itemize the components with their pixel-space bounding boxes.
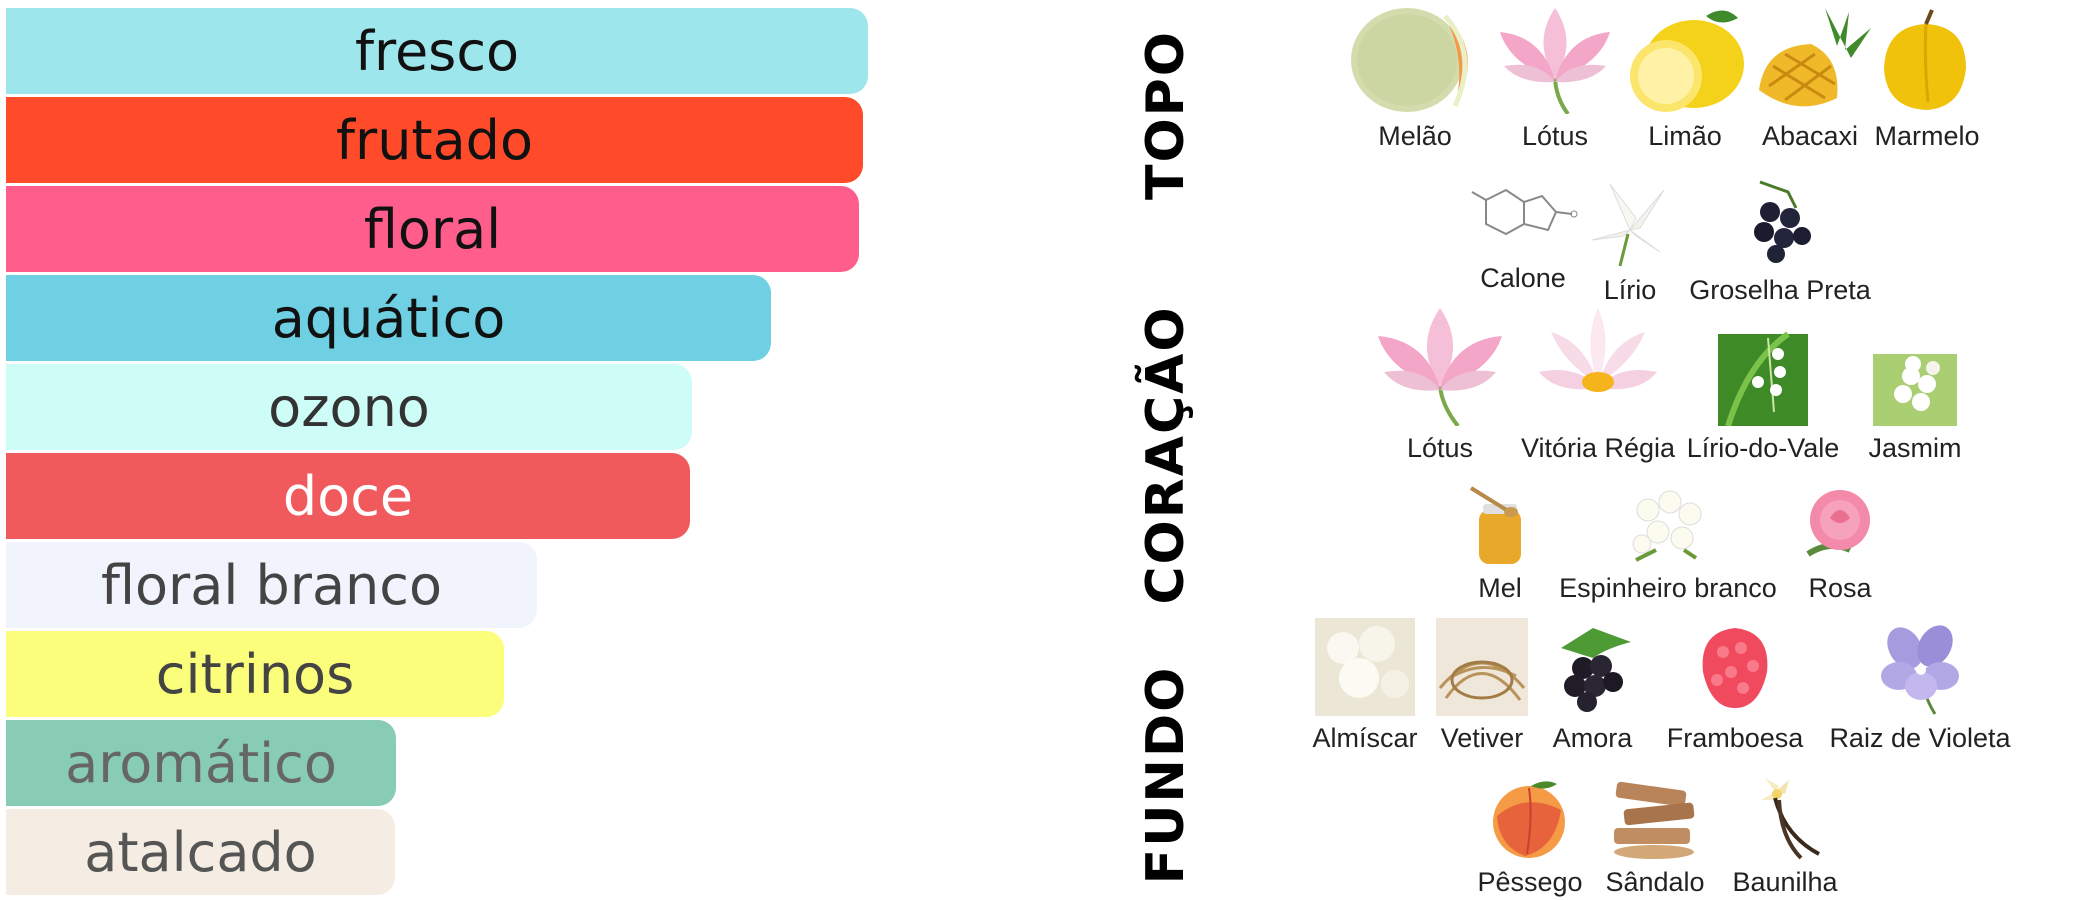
accord-bar: floral branco: [6, 542, 537, 628]
accord-label: doce: [282, 464, 414, 528]
accord-bar: fresco: [6, 8, 868, 94]
note-framboesa: Framboesa: [1650, 618, 1820, 754]
note-label: Framboesa: [1666, 723, 1804, 753]
note-limao: Limão: [1620, 2, 1750, 152]
accord-bar: aquático: [6, 275, 771, 361]
note-baunilha: Baunilha: [1720, 776, 1850, 898]
note-label: Melão: [1378, 121, 1452, 151]
pineapple-icon: [1759, 8, 1871, 107]
accord-label: fresco: [354, 19, 520, 83]
note-label: Lírio: [1603, 275, 1657, 305]
note-label: Pêssego: [1477, 867, 1583, 897]
note-label: Baunilha: [1732, 867, 1838, 897]
hawthorn-icon: [1632, 490, 1702, 562]
note-label: Lírio-do-Vale: [1686, 433, 1840, 463]
note-label: Almíscar: [1312, 723, 1418, 753]
note-label: Jasmim: [1868, 433, 1962, 463]
note-label: Espinheiro branco: [1559, 573, 1777, 603]
note-label: Groselha Preta: [1689, 275, 1871, 305]
accord-bar: aromático: [6, 720, 396, 806]
note-label: Lótus: [1406, 433, 1474, 463]
note-rosa: Rosa: [1790, 484, 1890, 604]
section-label-fundo: FUNDO: [1136, 665, 1196, 885]
lily-of-the-valley-icon: [1718, 331, 1808, 427]
quince-icon: [1884, 9, 1966, 110]
note-groselha-preta: Groselha Preta: [1685, 178, 1875, 306]
melon-icon: [1351, 8, 1468, 112]
musk-icon: [1315, 618, 1415, 716]
note-label: Raiz de Violeta: [1829, 723, 2011, 753]
note-label: Amora: [1552, 723, 1633, 753]
note-vitoria-regia: Vitória Régia: [1513, 302, 1683, 464]
accord-label: ozono: [268, 375, 430, 439]
lotus-icon: [1378, 308, 1502, 428]
note-lirio: Lírio: [1580, 178, 1680, 306]
vetiver-icon: [1436, 618, 1528, 716]
accord-label: atalcado: [84, 820, 317, 884]
water-lily-icon: [1539, 308, 1657, 392]
lotus-icon: [1500, 8, 1610, 116]
note-label: Rosa: [1808, 573, 1872, 603]
blackcurrant-icon: [1754, 180, 1811, 263]
accord-bar: doce: [6, 453, 690, 539]
note-label: Sândalo: [1605, 867, 1705, 897]
accord-bar: floral: [6, 186, 859, 272]
accords-panel: fresco frutado floral aquático ozono doce flor…: [0, 0, 880, 900]
note-label: Mel: [1478, 573, 1522, 603]
accord-label: aquático: [271, 286, 506, 350]
note-lirio-do-vale: Lírio-do-Vale: [1663, 302, 1863, 464]
sandalwood-icon: [1614, 781, 1695, 859]
note-label: Vetiver: [1440, 723, 1524, 753]
note-pessego: Pêssego: [1470, 776, 1590, 898]
note-lotus: Lótus: [1490, 2, 1620, 152]
note-label: Lótus: [1521, 121, 1589, 151]
note-espinheiro-branco: Espinheiro branco: [1548, 484, 1788, 604]
note-abacaxi: Abacaxi: [1745, 2, 1875, 152]
vanilla-icon: [1761, 778, 1820, 860]
calone-molecule-icon: [1471, 188, 1578, 236]
note-vetiver: Vetiver: [1432, 618, 1532, 754]
note-calone: Calone: [1468, 178, 1578, 294]
accord-label: frutado: [335, 108, 533, 172]
accord-label: floral: [363, 197, 502, 261]
note-label: Calone: [1480, 263, 1566, 293]
accord-bar: frutado: [6, 97, 863, 183]
honey-jar-icon: [1469, 486, 1521, 564]
note-almiscar: Almíscar: [1302, 618, 1428, 754]
raspberry-icon: [1702, 628, 1768, 708]
note-label: Marmelo: [1874, 121, 1980, 151]
note-sandalo: Sândalo: [1595, 776, 1715, 898]
section-label-topo: TOPO: [1136, 30, 1196, 200]
note-melao: Melão: [1345, 2, 1485, 152]
note-mel: Mel: [1460, 484, 1540, 604]
accord-bar: atalcado: [6, 809, 395, 895]
note-marmelo: Marmelo: [1862, 2, 1992, 152]
accord-bar: citrinos: [6, 631, 504, 717]
rose-icon: [1806, 490, 1870, 557]
note-jasmim: Jasmim: [1860, 302, 1970, 464]
section-label-coracao: CORAÇÃO: [1136, 305, 1196, 605]
peach-icon: [1493, 781, 1565, 858]
lily-icon: [1591, 183, 1665, 267]
jasmine-icon: [1873, 354, 1957, 426]
accord-bar: ozono: [6, 364, 692, 450]
blackberry-icon: [1560, 628, 1631, 712]
note-amora: Amora: [1535, 618, 1650, 754]
lemon-icon: [1630, 10, 1744, 112]
accord-label: aromático: [65, 731, 337, 795]
note-raiz-de-violeta: Raiz de Violeta: [1815, 618, 2025, 754]
accord-label: floral branco: [100, 553, 443, 617]
note-label: Limão: [1648, 121, 1722, 151]
note-label: Abacaxi: [1761, 121, 1859, 151]
accord-label: citrinos: [155, 642, 355, 706]
violet-icon: [1881, 625, 1959, 715]
note-lotus-2: Lótus: [1370, 302, 1510, 464]
note-label: Vitória Régia: [1520, 433, 1676, 463]
